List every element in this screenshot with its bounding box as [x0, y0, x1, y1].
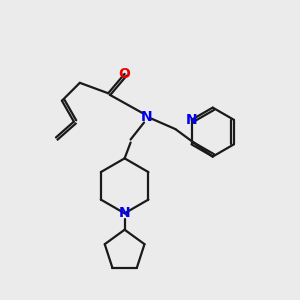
Text: O: O	[119, 67, 130, 81]
Text: N: N	[141, 110, 153, 124]
Text: N: N	[119, 206, 130, 220]
Text: N: N	[186, 113, 197, 127]
